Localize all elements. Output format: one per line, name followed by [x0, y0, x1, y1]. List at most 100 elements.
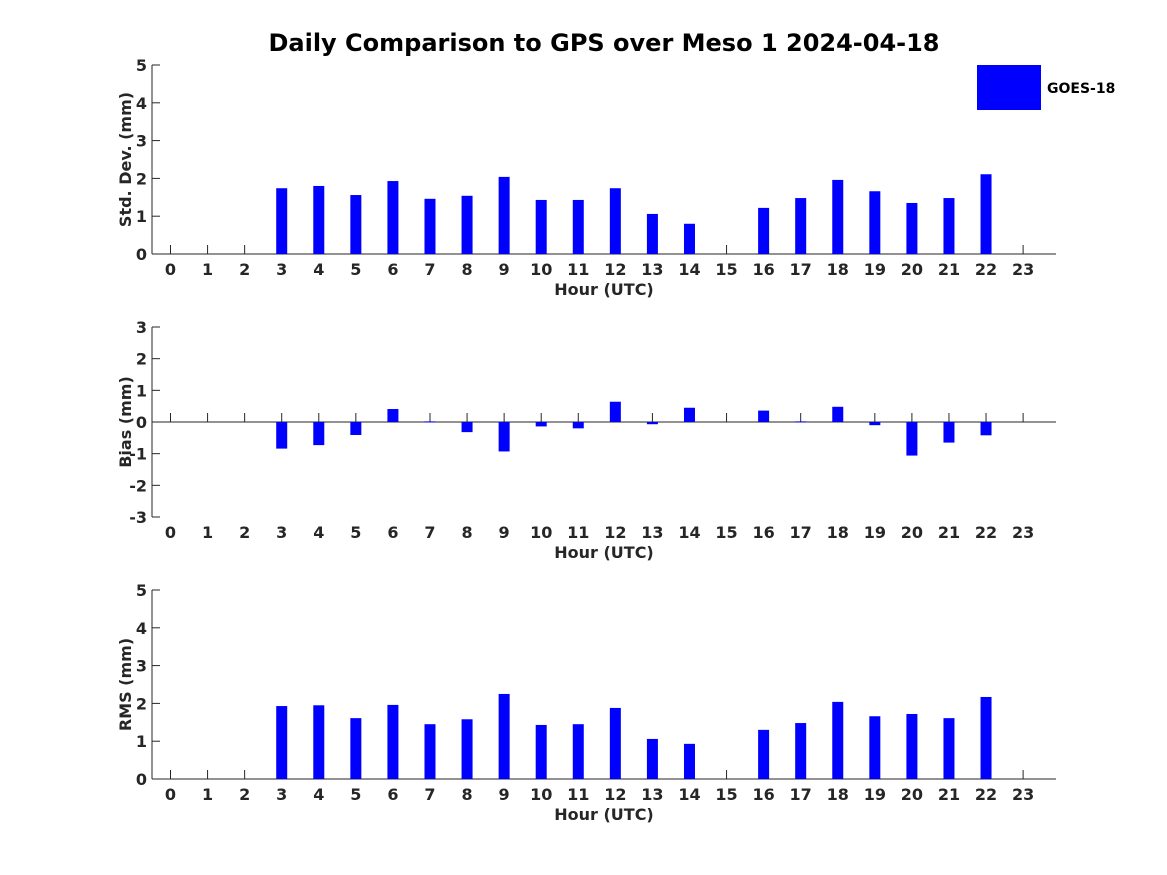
legend-swatch: [977, 65, 1041, 110]
x-axis-label: Hour (UTC): [554, 805, 654, 824]
y-tick-label: 0: [136, 413, 147, 432]
bar-hour-19: [869, 422, 881, 426]
bar-hour-5: [350, 422, 362, 435]
x-tick-label: 4: [313, 523, 324, 542]
x-tick-label: 8: [461, 785, 472, 804]
bar-hour-17: [795, 723, 807, 779]
x-tick-label: 6: [387, 785, 398, 804]
x-tick-label: 0: [165, 523, 176, 542]
x-tick-label: 2: [239, 260, 250, 279]
bar-hour-3: [276, 188, 288, 254]
x-tick-label: 17: [790, 785, 812, 804]
y-tick-label: -3: [129, 508, 147, 527]
bar-hour-9: [498, 422, 510, 452]
x-tick-label: 16: [752, 785, 774, 804]
y-tick-label: -2: [129, 476, 147, 495]
x-tick-label: 22: [975, 785, 997, 804]
x-tick-label: 5: [350, 260, 361, 279]
bar-hour-19: [869, 191, 881, 254]
x-tick-label: 21: [938, 260, 960, 279]
bar-hour-13: [646, 422, 658, 425]
bar-hour-20: [906, 713, 918, 779]
bar-hour-18: [832, 179, 844, 254]
x-tick-label: 20: [901, 523, 923, 542]
y-tick-label: 5: [136, 56, 147, 75]
bar-hour-7: [424, 421, 436, 423]
y-tick-label: 5: [136, 581, 147, 600]
x-axis-label: Hour (UTC): [554, 280, 654, 299]
x-tick-label: 11: [567, 523, 589, 542]
x-tick-label: 7: [424, 260, 435, 279]
x-tick-label: 15: [715, 523, 737, 542]
x-tick-label: 10: [530, 785, 552, 804]
x-tick-label: 5: [350, 523, 361, 542]
bar-hour-14: [683, 743, 695, 779]
figure-title: Daily Comparison to GPS over Meso 1 2024…: [268, 29, 939, 57]
x-tick-label: 19: [864, 260, 886, 279]
bar-hour-6: [387, 409, 399, 422]
x-tick-label: 9: [499, 785, 510, 804]
x-tick-label: 16: [752, 523, 774, 542]
bar-hour-9: [498, 176, 510, 254]
bar-hour-11: [572, 724, 584, 779]
bar-hour-9: [498, 693, 510, 779]
x-tick-label: 16: [752, 260, 774, 279]
bar-hour-7: [424, 198, 436, 254]
x-tick-label: 14: [678, 523, 700, 542]
x-tick-label: 18: [827, 260, 849, 279]
x-tick-label: 6: [387, 260, 398, 279]
x-tick-label: 20: [901, 260, 923, 279]
x-tick-label: 23: [1012, 260, 1034, 279]
x-tick-label: 11: [567, 260, 589, 279]
bar-hour-21: [943, 422, 955, 443]
x-tick-label: 23: [1012, 523, 1034, 542]
y-axis-label: RMS (mm): [116, 638, 135, 731]
bar-hour-6: [387, 704, 399, 779]
bar-hour-20: [906, 422, 918, 456]
bar-hour-20: [906, 202, 918, 254]
bar-hour-12: [609, 401, 621, 422]
y-tick-label: 0: [136, 245, 147, 264]
bar-hour-4: [313, 422, 325, 446]
y-tick-label: 0: [136, 770, 147, 789]
y-tick-label: 2: [136, 350, 147, 369]
bar-hour-22: [980, 422, 992, 436]
y-tick-label: 1: [136, 207, 147, 226]
x-tick-label: 0: [165, 785, 176, 804]
x-tick-label: 22: [975, 260, 997, 279]
bar-hour-19: [869, 716, 881, 779]
x-tick-label: 4: [313, 260, 324, 279]
x-tick-label: 19: [864, 523, 886, 542]
y-tick-label: 3: [136, 132, 147, 151]
bar-hour-22: [980, 696, 992, 779]
bar-hour-22: [980, 174, 992, 254]
bar-hour-8: [461, 719, 473, 779]
x-tick-label: 22: [975, 523, 997, 542]
x-tick-label: 23: [1012, 785, 1034, 804]
bar-hour-14: [683, 407, 695, 422]
x-tick-label: 14: [678, 785, 700, 804]
x-tick-label: 9: [499, 260, 510, 279]
bar-hour-4: [313, 185, 325, 254]
x-tick-label: 12: [604, 785, 626, 804]
y-tick-label: 3: [136, 657, 147, 676]
bar-hour-13: [646, 738, 658, 779]
x-tick-label: 19: [864, 785, 886, 804]
bar-hour-3: [276, 422, 288, 449]
x-tick-label: 11: [567, 785, 589, 804]
bar-hour-7: [424, 724, 436, 779]
y-tick-label: 3: [136, 318, 147, 337]
bar-hour-12: [609, 188, 621, 254]
bar-hour-17: [795, 421, 807, 423]
x-axis-label: Hour (UTC): [554, 543, 654, 562]
x-tick-label: 7: [424, 523, 435, 542]
legend-label: GOES-18: [1047, 81, 1115, 97]
x-tick-label: 15: [715, 260, 737, 279]
x-tick-label: 2: [239, 785, 250, 804]
y-tick-label: 4: [136, 619, 147, 638]
x-tick-label: 0: [165, 260, 176, 279]
x-tick-label: 17: [790, 523, 812, 542]
